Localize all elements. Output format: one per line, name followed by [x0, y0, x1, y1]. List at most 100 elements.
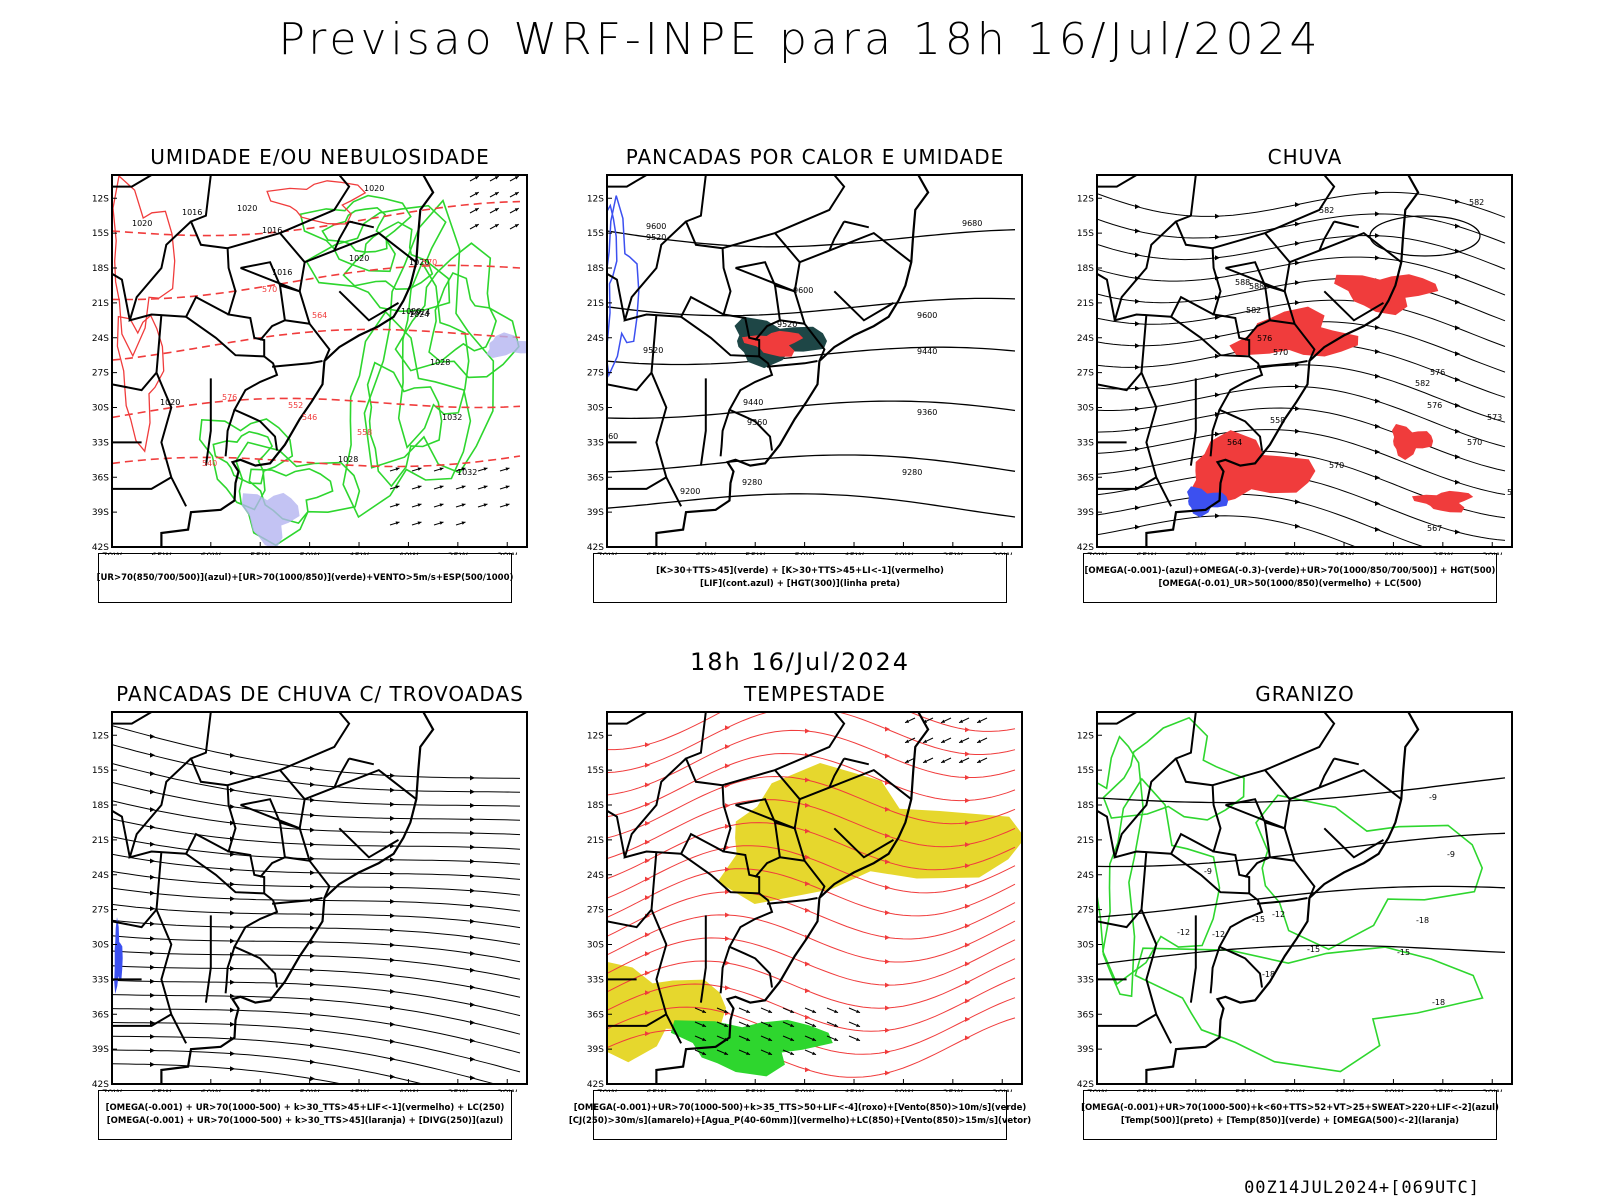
country-state-border	[607, 712, 648, 725]
latitude-label: 27S	[587, 369, 604, 379]
country-state-border	[348, 220, 375, 229]
streamline-arrow	[1375, 373, 1380, 379]
thickness-contour	[112, 175, 176, 358]
streamline-arrow	[965, 903, 970, 909]
streamline-arrow	[310, 967, 315, 973]
contour-label: 1020	[401, 307, 421, 316]
contour-label: 564	[312, 311, 327, 320]
streamline-arrow	[310, 841, 315, 847]
streamline	[607, 712, 1016, 751]
panel-umidade: UMIDADE E/OU NEBULOSIDADE 1016 1020 1016 102…	[70, 145, 570, 645]
streamline	[112, 935, 521, 963]
country-state-border	[1323, 827, 1385, 859]
streamline-arrow	[965, 727, 970, 733]
high-pressure-contour	[1369, 215, 1481, 257]
streamline-arrow	[725, 985, 730, 991]
streamline-arrow	[805, 988, 810, 994]
streamline	[112, 1035, 497, 1084]
country-state-border	[1333, 220, 1360, 229]
contour-label: 576	[1427, 401, 1442, 410]
forecast-map: 12S15S18S21S24S27S30S33S36S39S42S70W65W6…	[92, 711, 528, 1092]
panel-title: PANCADAS POR CALOR E UMIDADE	[625, 145, 1005, 169]
contour-label: -9	[1429, 793, 1437, 802]
country-state-border	[684, 175, 774, 451]
streamline-arrow	[965, 980, 970, 986]
country-state-border	[793, 291, 826, 362]
streamline-arrow	[150, 921, 155, 927]
country-state-border	[155, 851, 187, 1044]
streamline-arrow	[310, 1076, 315, 1082]
legend-line: [CJ(250)>30m/s](amarelo)+[Agua_P(40-60mm…	[568, 1116, 1032, 1126]
streamline-arrow	[965, 798, 970, 804]
wind-vector	[760, 1007, 773, 1014]
streamline-arrow	[310, 782, 315, 788]
wind-vector	[804, 1021, 817, 1028]
contour-label: 546	[302, 413, 317, 422]
streamline-arrow	[1455, 454, 1460, 460]
temperature-850-contour	[1255, 794, 1484, 951]
wind-vector	[389, 521, 400, 526]
streamline-arrow	[1215, 213, 1220, 219]
streamline	[112, 744, 521, 793]
streamline-arrow	[1135, 204, 1140, 210]
map-frame	[606, 711, 1023, 1085]
streamline-arrow	[645, 801, 650, 807]
streamline-arrow	[1295, 202, 1300, 208]
wind-vector	[716, 1049, 729, 1056]
streamline	[607, 891, 1016, 940]
height-contour	[607, 346, 1016, 366]
coastline	[1145, 175, 1420, 547]
streamline-arrow	[805, 828, 810, 834]
streamline-arrow	[965, 842, 970, 848]
country-state-border	[284, 856, 310, 862]
streamline-arrow	[965, 820, 970, 826]
temperature-500-contour	[1097, 944, 1506, 966]
streamline-arrow	[310, 1043, 315, 1049]
streamline-arrow	[150, 978, 155, 984]
country-state-border	[1169, 295, 1250, 358]
legend-line: [UR>70(850/700/500)](azul)+[UR>70(1000/8…	[96, 572, 514, 583]
streamline-arrow	[390, 1005, 395, 1011]
streamline-arrow	[150, 964, 155, 970]
streamline-arrow	[470, 888, 475, 894]
country-state-border	[843, 220, 870, 229]
streamline-arrow	[885, 780, 890, 786]
streamline-arrow	[1135, 505, 1140, 511]
humidity-contour	[198, 418, 294, 511]
wind-vector	[922, 757, 934, 764]
country-state-border	[833, 827, 895, 859]
height-contour	[607, 493, 1016, 518]
contour-label: 1020	[237, 204, 257, 213]
divergence-area	[114, 917, 123, 994]
wind-vector	[804, 1007, 817, 1014]
streamline-arrow	[805, 881, 810, 887]
streamline-arrow	[645, 1031, 650, 1037]
streamline-arrow	[1215, 392, 1220, 398]
country-state-border	[184, 832, 265, 895]
forecast-map: 1016 102010161020101610201024102010201024…	[92, 174, 528, 555]
country-state-border	[774, 175, 846, 235]
streamline-arrow	[390, 1074, 395, 1080]
latitude-label: 36S	[1077, 473, 1094, 483]
country-state-border	[623, 757, 687, 859]
contour-label: -15	[1252, 915, 1265, 924]
upper-humidity-area	[241, 492, 300, 547]
streamline-arrow	[390, 927, 395, 933]
streamline-arrow	[725, 866, 730, 872]
temperature-850-contour	[1097, 735, 1145, 998]
forecast-map: 5825885885825765705645585705765825765735…	[1077, 174, 1513, 555]
country-state-border	[1097, 809, 1116, 858]
latitude-label: 30S	[92, 404, 109, 414]
contour-label: -9	[1447, 850, 1455, 859]
streamline-arrow	[1455, 273, 1460, 279]
middle-title: 18h 16/Jul/2024	[689, 648, 911, 676]
latitude-label: 12S	[92, 194, 109, 204]
streamline-arrow	[1455, 325, 1460, 331]
contour-label: 1016	[182, 208, 202, 217]
country-state-border	[1269, 856, 1295, 862]
latitude-label: 21S	[92, 836, 109, 846]
streamline-arrow	[885, 910, 890, 916]
streamline-arrow	[885, 959, 890, 965]
wind-vector	[433, 467, 444, 472]
streamline	[607, 729, 1016, 796]
